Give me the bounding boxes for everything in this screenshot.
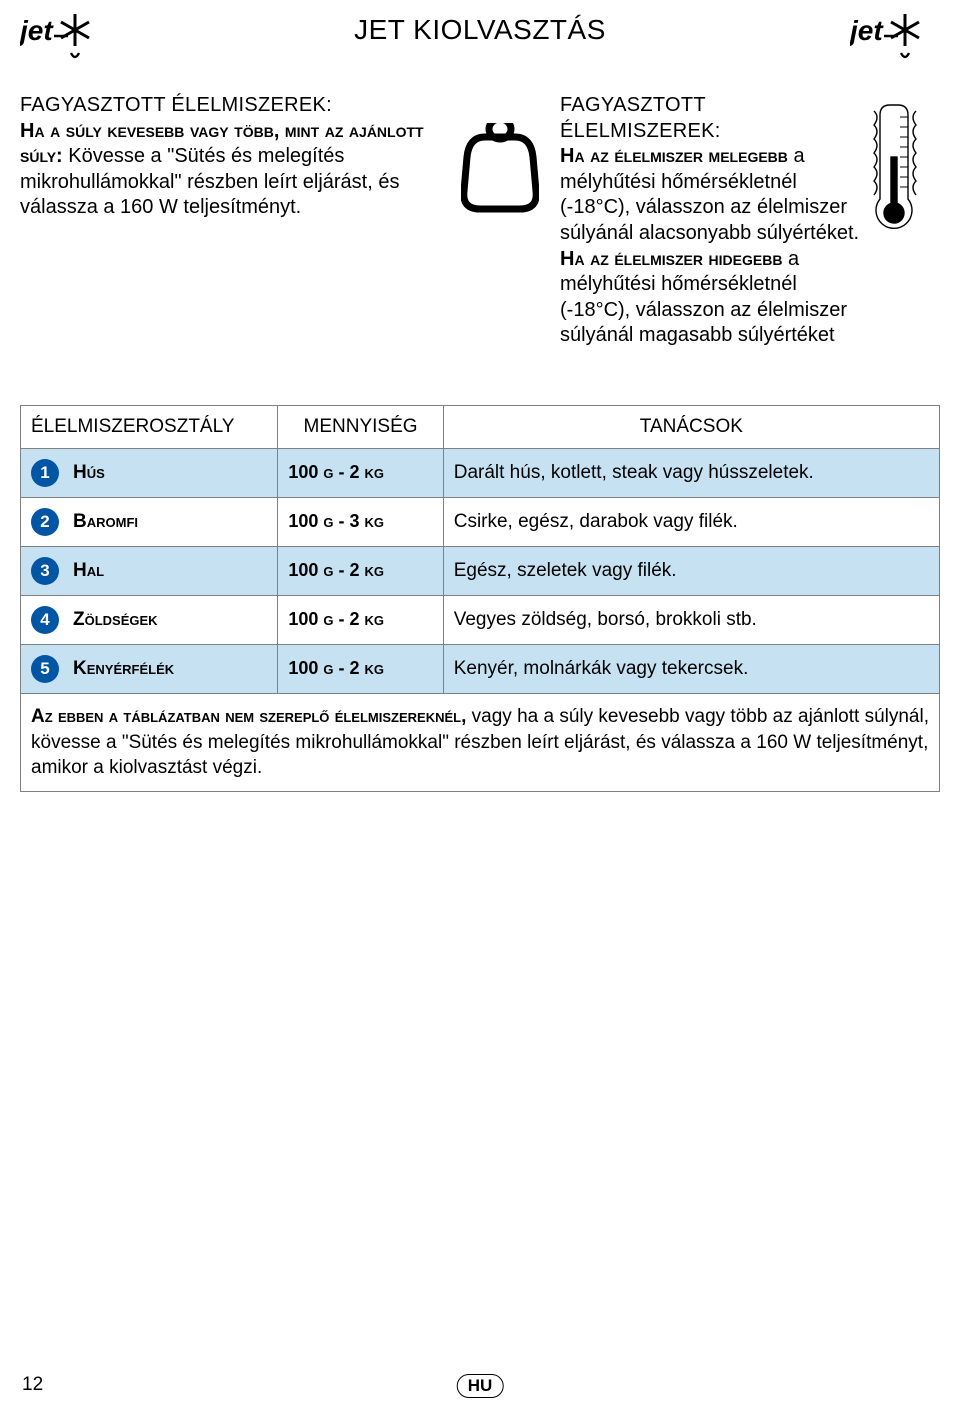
food-table-wrap: ÉLELMISZEROSZTÁLY MENNYISÉG TANÁCSOK 1 Hú… <box>20 405 940 792</box>
category-name: Kenyérfélék <box>73 658 174 680</box>
category-name: Hal <box>73 560 104 582</box>
jet-logo-right: jet <box>850 10 940 67</box>
category-name: Hús <box>73 462 105 484</box>
language-badge: HU <box>457 1374 504 1398</box>
page-title: JET KIOLVASZTÁS <box>110 14 850 46</box>
cell-quantity: 100 g - 2 kg <box>278 448 443 497</box>
logo-text: jet <box>20 15 54 46</box>
cell-tip: Kenyér, molnárkák vagy tekercsek. <box>443 644 939 693</box>
table-header-row: ÉLELMISZEROSZTÁLY MENNYISÉG TANÁCSOK <box>21 405 940 448</box>
food-table: ÉLELMISZEROSZTÁLY MENNYISÉG TANÁCSOK 1 Hú… <box>20 405 940 792</box>
cell-category: 2 Baromfi <box>21 497 278 546</box>
th-quantity: MENNYISÉG <box>278 405 443 448</box>
category-name: Zöldségek <box>73 609 158 631</box>
row-number-badge: 1 <box>31 459 59 487</box>
jet-logo-left: jet <box>20 10 110 67</box>
table-row: 3 Hal 100 g - 2 kgEgész, szeletek vagy fil… <box>21 546 940 595</box>
row-number-badge: 3 <box>31 557 59 585</box>
cell-quantity: 100 g - 3 kg <box>278 497 443 546</box>
table-row: 1 Hús 100 g - 2 kgDarált hús, kotlett, ste… <box>21 448 940 497</box>
cell-tip: Vegyes zöldség, borsó, brokkoli stb. <box>443 595 939 644</box>
left-body: Kövesse a "Sütés és melegítés mikrohullá… <box>20 145 399 218</box>
row-number-badge: 5 <box>31 655 59 683</box>
table-row: 5 Kenyérfélék 100 g - 2 kgKenyér, molnárká… <box>21 644 940 693</box>
cell-quantity: 100 g - 2 kg <box>278 546 443 595</box>
page-header: jet JET KIOLVASZTÁS jet <box>20 10 940 67</box>
category-name: Baromfi <box>73 511 138 533</box>
cell-quantity: 100 g - 2 kg <box>278 595 443 644</box>
th-category: ÉLELMISZEROSZTÁLY <box>21 405 278 448</box>
right-p1: Ha az élelmiszer melegebb a mélyhűtési h… <box>560 144 864 246</box>
cell-tip: Egész, szeletek vagy filék. <box>443 546 939 595</box>
page-number: 12 <box>22 1374 43 1396</box>
row-number-badge: 2 <box>31 508 59 536</box>
weight-icon <box>460 93 540 349</box>
cell-quantity: 100 g - 2 kg <box>278 644 443 693</box>
cell-category: 4 Zöldségek <box>21 595 278 644</box>
right-p2: Ha az élelmiszer hidegebb a mélyhűtési h… <box>560 247 864 349</box>
right-heading: FAGYASZTOTT ÉLELMISZEREK: <box>560 93 864 144</box>
cell-category: 1 Hús <box>21 448 278 497</box>
note-smallcaps: Az ebben a táblázatban nem szereplő élel… <box>31 706 466 727</box>
table-note-row: Az ebben a táblázatban nem szereplő élel… <box>21 693 940 791</box>
table-row: 2 Baromfi 100 g - 3 kgCsirke, egész, darab… <box>21 497 940 546</box>
table-row: 4 Zöldségek 100 g - 2 kgVegyes zöldség, bo… <box>21 595 940 644</box>
row-number-badge: 4 <box>31 606 59 634</box>
cell-category: 3 Hal <box>21 546 278 595</box>
cell-tip: Darált hús, kotlett, steak vagy hússzele… <box>443 448 939 497</box>
th-tips: TANÁCSOK <box>443 405 939 448</box>
cell-tip: Csirke, egész, darabok vagy filék. <box>443 497 939 546</box>
intro-columns: FAGYASZTOTT ÉLELMISZEREK: Ha a súly keve… <box>20 93 940 349</box>
thermometer-icon <box>870 93 940 349</box>
left-heading: FAGYASZTOTT ÉLELMISZEREK: <box>20 93 440 119</box>
intro-right-column: FAGYASZTOTT ÉLELMISZEREK: Ha az élelmisz… <box>560 93 940 349</box>
intro-left-column: FAGYASZTOTT ÉLELMISZEREK: Ha a súly keve… <box>20 93 440 349</box>
cell-category: 5 Kenyérfélék <box>21 644 278 693</box>
svg-text:jet: jet <box>850 15 884 46</box>
